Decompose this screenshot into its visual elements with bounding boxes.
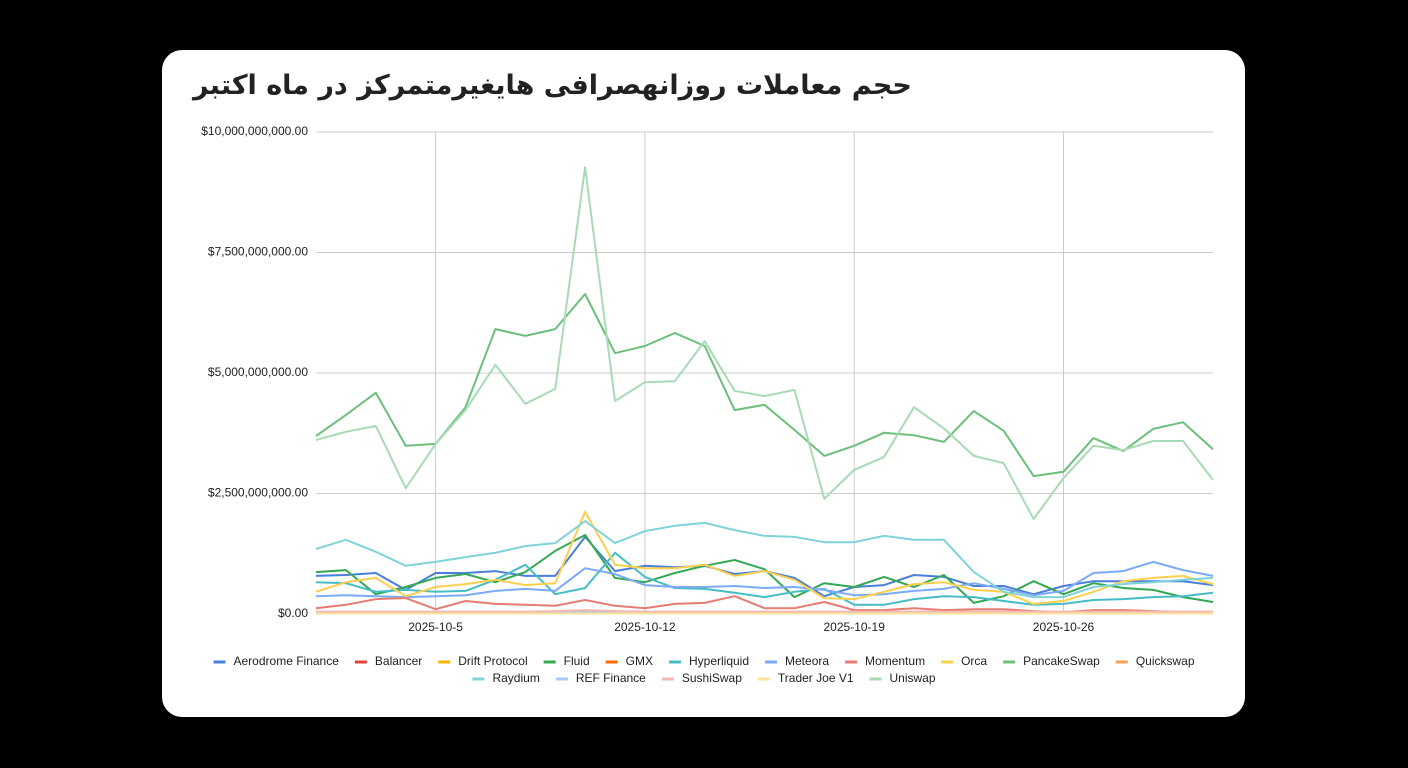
- series-line: [315, 520, 1214, 599]
- y-tick-label: $10,000,000,000.00: [201, 124, 308, 138]
- series-line: [315, 595, 1213, 614]
- legend-label: Orca: [961, 654, 987, 668]
- legend-label: Meteora: [785, 654, 829, 668]
- legend-label: GMX: [626, 654, 653, 668]
- legend-item: PancakeSwap: [1003, 654, 1100, 668]
- legend-label: REF Finance: [576, 671, 646, 685]
- legend-label: Hyperliquid: [689, 654, 749, 668]
- legend-label: PancakeSwap: [1023, 654, 1100, 668]
- series-line: [315, 534, 1214, 604]
- y-tick-label: $0.00: [278, 606, 308, 620]
- legend-label: Momentum: [865, 654, 925, 668]
- legend-item: REF Finance: [555, 671, 646, 685]
- legend-item: Quickswap: [1115, 654, 1195, 668]
- legend-label: Trader Joe V1: [778, 671, 854, 685]
- legend-label: Drift Protocol: [458, 654, 527, 668]
- y-tick-label: $7,500,000,000.00: [208, 245, 308, 259]
- series-line: [315, 293, 1214, 478]
- x-tick-label: 2025-10-12: [614, 620, 676, 634]
- legend-item: Momentum: [845, 654, 925, 668]
- legend-item: Drift Protocol: [438, 654, 528, 668]
- legend-label: Quickswap: [1136, 654, 1195, 668]
- legend-label: Aerodrome Finance: [234, 654, 340, 668]
- legend-item: Hyperliquid: [668, 654, 749, 668]
- series-line: [315, 551, 1214, 606]
- series-line: [315, 510, 1214, 605]
- legend-item: Fluid: [543, 654, 590, 668]
- legend-label: SushiSwap: [682, 671, 742, 685]
- series-line: [316, 609, 1213, 613]
- y-tick-label: $5,000,000,000.00: [208, 365, 308, 379]
- legend-item: SushiSwap: [661, 671, 742, 685]
- x-tick-label: 2025-10-19: [824, 620, 886, 634]
- legend-label: Uniswap: [890, 671, 936, 685]
- chart-title: حجم معاملات روزانهصرافی هایغیرمتمرکز در …: [193, 70, 912, 101]
- legend-label: Raydium: [492, 671, 539, 685]
- legend-item: GMX: [605, 654, 653, 668]
- series-line: [315, 166, 1214, 520]
- legend-label: Fluid: [564, 654, 590, 668]
- legend-item: Orca: [941, 654, 987, 668]
- legend-item: Aerodrome Finance: [213, 654, 340, 668]
- legend-item: Uniswap: [869, 671, 936, 685]
- series-line: [315, 560, 1214, 599]
- legend-item: Raydium: [472, 671, 540, 685]
- legend-label: Balancer: [375, 654, 422, 668]
- y-tick-label: $2,500,000,000.00: [208, 486, 308, 500]
- x-tick-label: 2025-10-5: [408, 620, 463, 634]
- legend-item: Meteora: [765, 654, 829, 668]
- legend-item: Balancer: [354, 654, 422, 668]
- legend-item: Trader Joe V1: [757, 671, 854, 685]
- x-tick-label: 2025-10-26: [1033, 620, 1095, 634]
